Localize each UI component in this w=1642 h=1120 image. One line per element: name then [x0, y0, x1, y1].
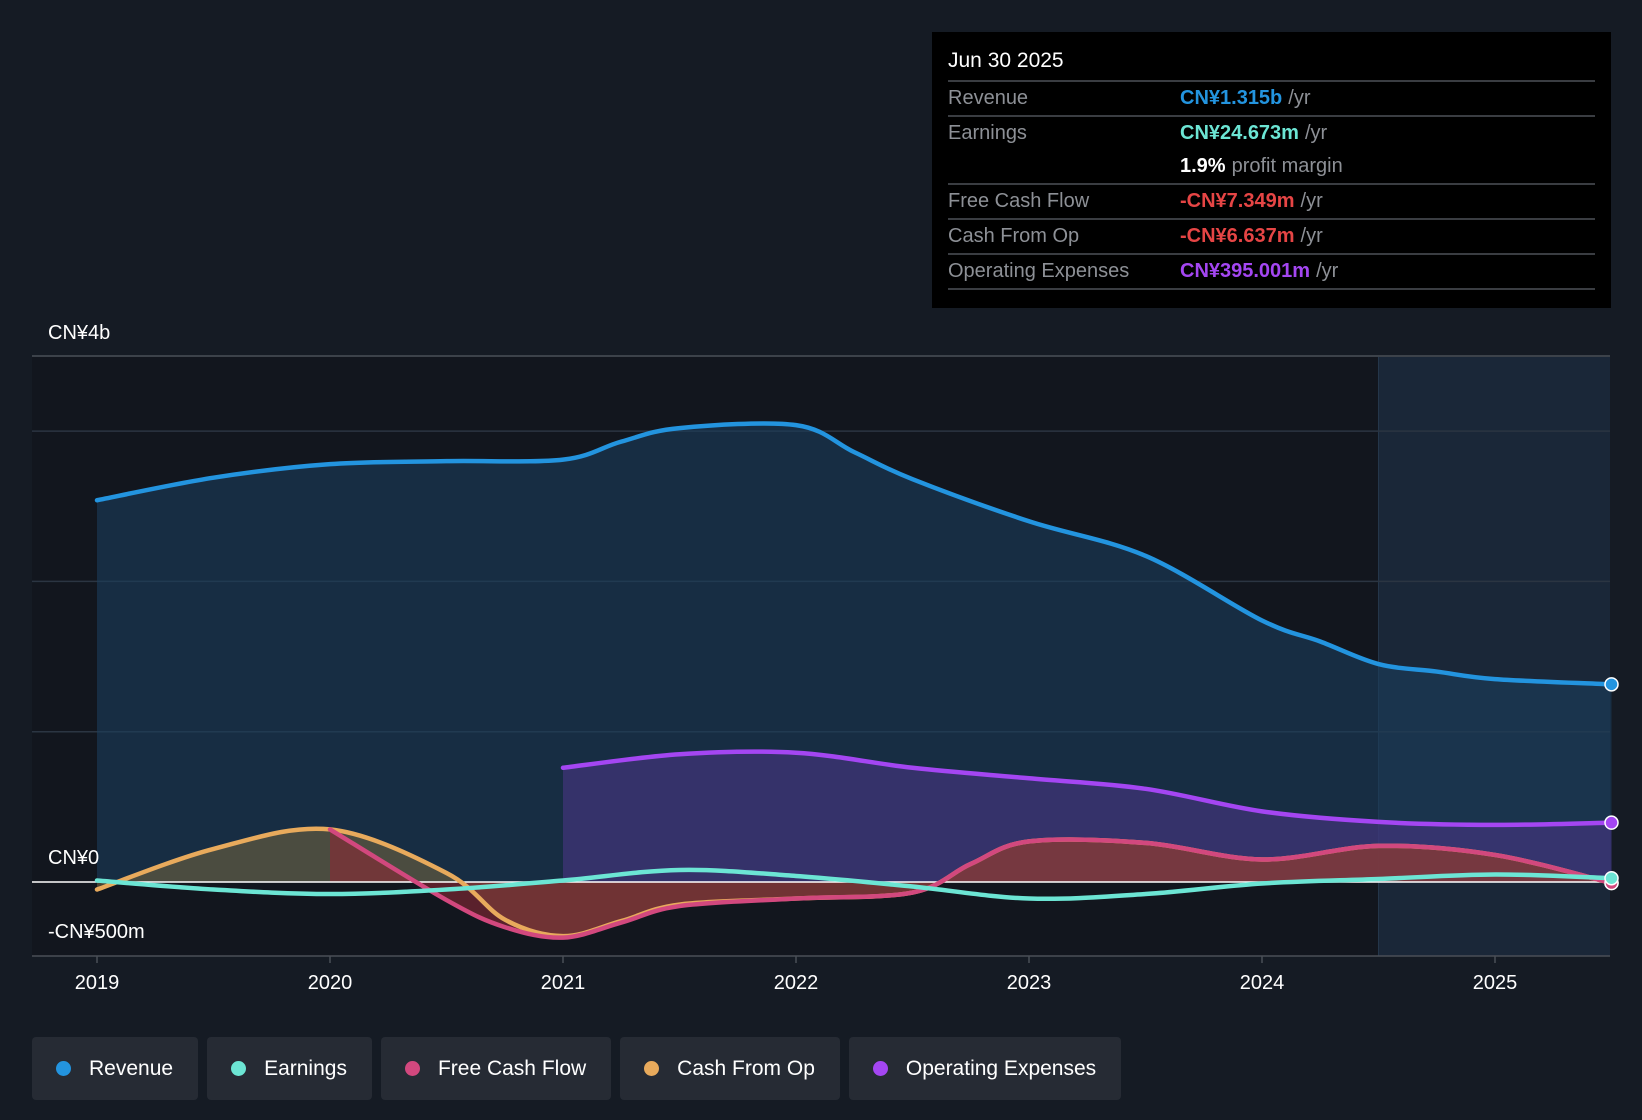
x-tick-label: 2021 [541, 972, 586, 994]
tooltip: Jun 30 2025 Revenue CN¥1.315b/yr Earnings C… [932, 32, 1611, 308]
tooltip-value: -CN¥6.637m [1180, 225, 1295, 247]
legend-label: Operating Expenses [905, 1056, 1097, 1080]
tooltip-unit: /yr [1288, 87, 1311, 109]
tooltip-row: 1.9% profit margin [948, 150, 1595, 185]
tooltip-unit: /yr [1300, 225, 1323, 247]
tooltip-value: CN¥395.001m [1180, 260, 1311, 282]
x-tick-label: 2024 [1240, 972, 1285, 994]
x-tick-label: 2022 [774, 972, 819, 994]
tooltip-row: Free Cash Flow -CN¥7.349m/yr [948, 185, 1595, 220]
earnings-end-marker [1604, 870, 1619, 886]
legend-label: Earnings [264, 1056, 347, 1080]
x-tick-label: 2023 [1007, 972, 1052, 994]
tooltip-date: Jun 30 2025 [948, 46, 1595, 82]
legend-item-earnings[interactable]: Earnings [207, 1037, 372, 1100]
y-label-top: CN¥4b [48, 322, 111, 344]
tooltip-value: -CN¥7.349m [1180, 190, 1295, 212]
x-tick-label: 2020 [308, 972, 353, 994]
tooltip-label: Revenue [948, 87, 1029, 109]
legend: Revenue Earnings Free Cash Flow Cash From O… [32, 1037, 1122, 1100]
y-label-zero: CN¥0 [48, 847, 100, 869]
legend-dot-icon [872, 1061, 888, 1076]
tooltip-value: 1.9% [1180, 155, 1226, 177]
tooltip-row: Revenue CN¥1.315b/yr [948, 82, 1595, 117]
operating-expenses-line [560, 749, 1614, 828]
legend-item-revenue[interactable]: Revenue [32, 1037, 199, 1100]
tooltip-unit: /yr [1304, 122, 1328, 144]
legend-dot-icon [231, 1061, 247, 1076]
tooltip-label: Free Cash Flow [948, 190, 1090, 212]
legend-label: Cash From Op [677, 1056, 815, 1080]
tooltip-value: CN¥1.315b [1180, 87, 1283, 109]
tooltip-label: Earnings [948, 122, 1027, 144]
legend-dot-icon [404, 1061, 420, 1076]
tooltip-unit: /yr [1316, 260, 1339, 282]
revenue-area [97, 423, 1612, 882]
tooltip-label: Cash From Op [948, 225, 1080, 247]
legend-label: Revenue [89, 1056, 174, 1080]
legend-item-cash-from-op[interactable]: Cash From Op [620, 1037, 840, 1100]
revenue-end-marker [1604, 677, 1619, 692]
tooltip-value: CN¥24.673m [1180, 122, 1299, 144]
legend-label: Free Cash Flow [437, 1056, 587, 1080]
y-label-bottom: -CN¥500m [48, 921, 145, 943]
revenue-line [94, 421, 1614, 687]
tooltip-row: Earnings CN¥24.673m/yr [948, 117, 1595, 150]
tooltip-row: Operating Expenses CN¥395.001m/yr [948, 255, 1595, 290]
earnings-line [94, 867, 1614, 902]
tooltip-unit: /yr [1300, 190, 1323, 212]
legend-dot-icon [644, 1061, 660, 1076]
tooltip-label: Operating Expenses [948, 260, 1130, 282]
legend-item-operating-expenses[interactable]: Operating Expenses [848, 1037, 1122, 1100]
tooltip-row: Cash From Op -CN¥6.637m/yr [948, 220, 1595, 255]
tooltip-unit: profit margin [1231, 155, 1343, 177]
legend-item-free-cash-flow[interactable]: Free Cash Flow [380, 1037, 612, 1100]
tooltip-label [948, 150, 1180, 183]
legend-dot-icon [56, 1061, 71, 1076]
x-tick-label: 2025 [1473, 972, 1518, 994]
operating-expenses-end-marker [1604, 815, 1619, 830]
x-tick-label: 2019 [75, 972, 120, 994]
